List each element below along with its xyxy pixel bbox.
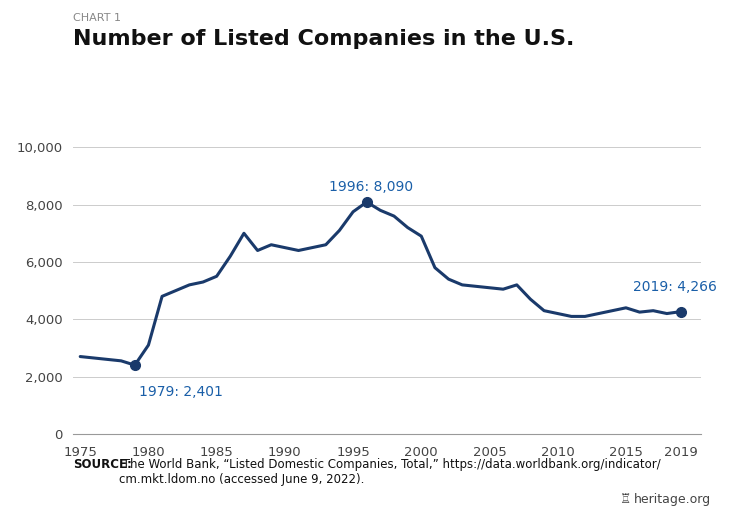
Text: SOURCE:: SOURCE: <box>73 458 132 471</box>
Text: ♖: ♖ <box>620 493 631 506</box>
Text: Number of Listed Companies in the U.S.: Number of Listed Companies in the U.S. <box>73 29 575 49</box>
Text: 2019: 4,266: 2019: 4,266 <box>633 280 716 295</box>
Text: CHART 1: CHART 1 <box>73 13 121 23</box>
Text: 1996: 8,090: 1996: 8,090 <box>329 180 413 194</box>
Text: 1979: 2,401: 1979: 2,401 <box>139 385 222 399</box>
Text: heritage.org: heritage.org <box>633 493 711 506</box>
Text: The World Bank, “Listed Domestic Companies, Total,” https://data.worldbank.org/i: The World Bank, “Listed Domestic Compani… <box>119 458 661 485</box>
